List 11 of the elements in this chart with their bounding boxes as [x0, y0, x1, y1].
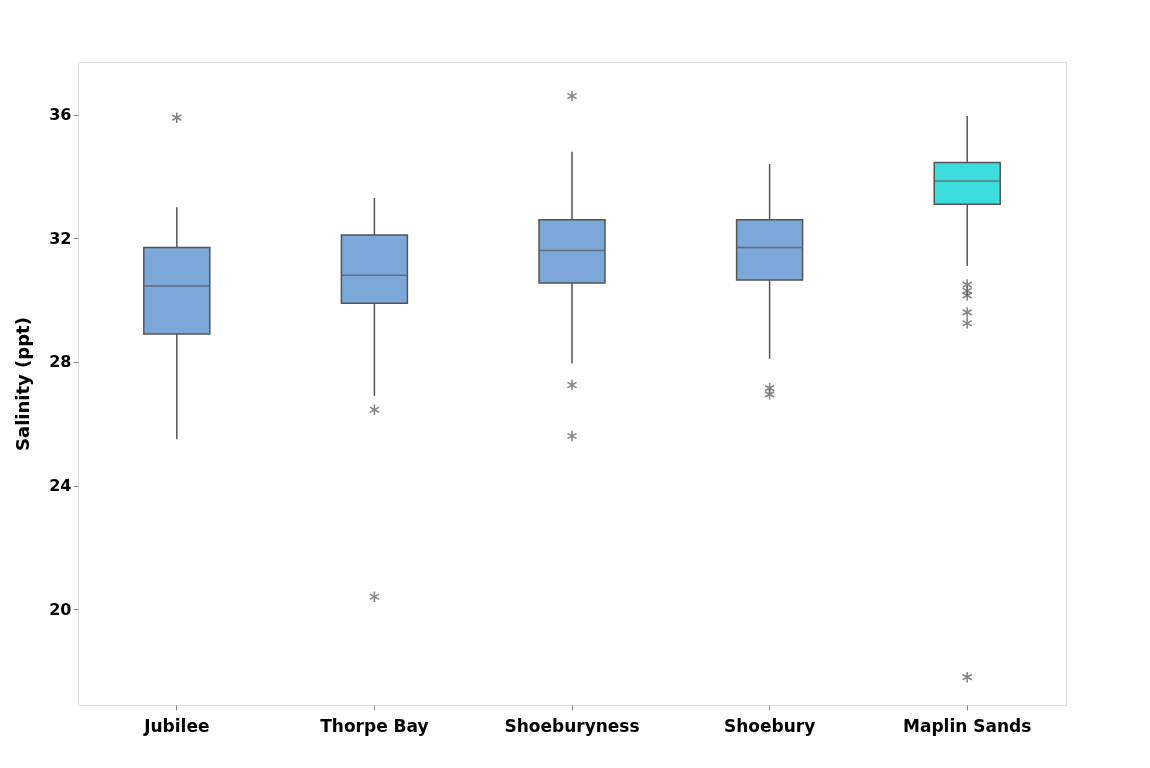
y-tick-label: 36	[49, 105, 72, 125]
y-axis-title: Salinity (ppt)	[12, 317, 34, 451]
y-tick-label: 28	[49, 352, 72, 372]
x-tick-label: Shoebury	[723, 715, 816, 736]
y-tick-label: 24	[49, 476, 72, 496]
x-tick-label: Maplin Sands	[903, 715, 1032, 736]
x-tick-label: Thorpe Bay	[320, 715, 429, 736]
y-tick-label: 32	[49, 228, 72, 248]
y-tick-label: 20	[49, 599, 72, 619]
x-tick-label: Shoeburyness	[504, 715, 640, 736]
x-tick-label: Jubilee	[143, 715, 210, 736]
